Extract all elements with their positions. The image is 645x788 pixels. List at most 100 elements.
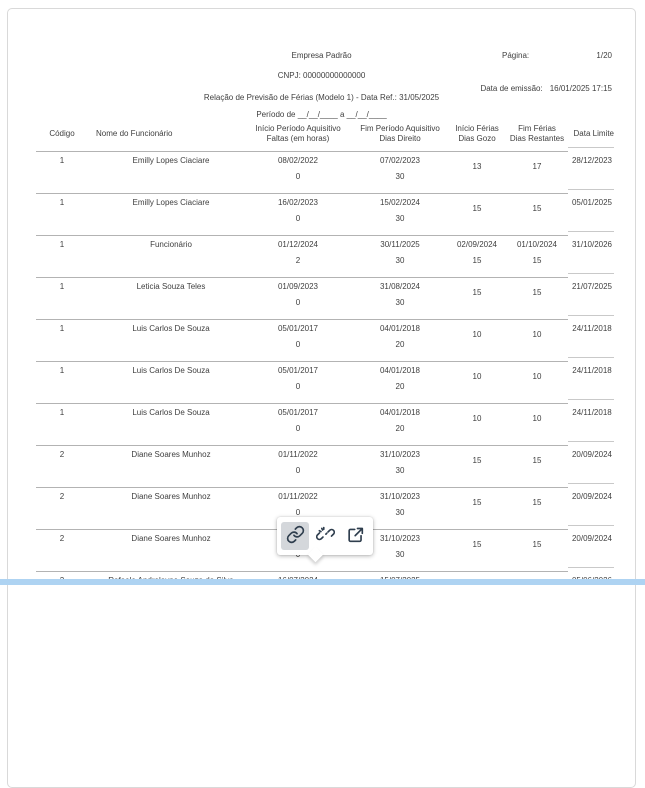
cell-fim-periodo-date: 04/01/2018 xyxy=(379,408,421,417)
cell-fim-periodo: 31/08/2024 30 xyxy=(350,282,450,319)
cell-data-limite: 21/07/2025 xyxy=(571,282,613,291)
cell-data-limite: 24/11/2018 xyxy=(572,324,612,333)
cell-fim-periodo-date: 15/02/2024 xyxy=(379,198,421,207)
cell-inicio-ferias: 15 xyxy=(450,282,504,319)
cell-inicio-periodo: 05/01/2017 0 xyxy=(246,408,350,445)
cell-dias-gozo: 10 xyxy=(472,414,482,423)
col-header-inicio-periodo-line1: Início Período Aquisitivo xyxy=(255,124,341,133)
cell-fim-ferias: 17 xyxy=(504,156,570,193)
cell-inicio-periodo: 05/01/2017 0 xyxy=(246,324,350,361)
unlink-button[interactable] xyxy=(311,522,339,550)
cell-inicio-ferias-date: 02/09/2024 xyxy=(456,240,498,249)
cell-inicio-periodo-date: 16/02/2023 xyxy=(277,198,319,207)
cell-inicio-periodo: 08/02/2022 0 xyxy=(246,156,350,193)
cell-inicio-periodo-date: 01/11/2022 xyxy=(278,450,318,459)
cell-inicio-ferias: 15 xyxy=(450,492,504,529)
cell-nome: Emilly Lopes Ciaciare xyxy=(132,198,210,207)
cell-inicio-periodo-date: 08/02/2022 xyxy=(277,156,319,165)
col-header-data-limite: Data Limite xyxy=(573,129,614,138)
cell-nome: Leticia Souza Teles xyxy=(136,282,206,291)
col-header-fim-periodo: Fim Período Aquisitivo Dias Direito xyxy=(350,124,450,144)
table-row: 1 Luis Carlos De Souza 05/01/2017 0 04/0… xyxy=(36,315,614,361)
cell-dias-gozo: 15 xyxy=(472,288,482,297)
cell-fim-periodo: 15/02/2024 30 xyxy=(350,198,450,235)
cell-faltas: 0 xyxy=(295,214,301,223)
col-header-inicio-ferias-line2: Dias Gozo xyxy=(458,134,496,143)
cell-faltas: 0 xyxy=(295,424,301,433)
cell-data-limite: 31/10/2026 xyxy=(571,240,613,249)
col-header-fim-periodo-line1: Fim Período Aquisitivo xyxy=(360,124,440,133)
cell-inicio-ferias: 15 xyxy=(450,450,504,487)
report-period: Período de __/__/____ a __/__/____ xyxy=(256,110,387,119)
cell-faltas: 2 xyxy=(295,256,301,265)
cell-inicio-periodo: 01/11/2022 0 xyxy=(246,450,350,487)
cell-fim-periodo: 04/01/2018 20 xyxy=(350,324,450,361)
cell-dias-direito: 30 xyxy=(395,550,405,559)
table-row: 1 Funcionário 01/12/2024 2 30/11/2025 30… xyxy=(36,231,614,277)
cell-dias-gozo: 10 xyxy=(472,330,482,339)
table-header-row: Código Nome do Funcionário Início Períod… xyxy=(36,123,614,151)
cell-fim-periodo: 31/10/2023 30 xyxy=(350,534,450,571)
cell-fim-periodo: 31/10/2023 30 xyxy=(350,450,450,487)
cell-codigo: 2 xyxy=(59,492,65,501)
cell-inicio-periodo: 01/09/2023 0 xyxy=(246,282,350,319)
cell-dias-gozo: 15 xyxy=(472,540,482,549)
cell-codigo: 1 xyxy=(59,156,65,165)
cell-inicio-periodo-date: 01/11/2022 xyxy=(278,492,318,501)
cell-dias-direito: 30 xyxy=(395,508,405,517)
cell-inicio-periodo-date: 01/12/2024 xyxy=(277,240,319,249)
page-label: Página: xyxy=(502,51,530,60)
cell-dias-restantes: 10 xyxy=(532,330,542,339)
col-header-inicio-ferias: Início Férias Dias Gozo xyxy=(450,124,504,144)
col-header-fim-ferias-line2: Dias Restantes xyxy=(509,134,565,143)
emission-label: Data de emissão: xyxy=(480,84,543,93)
table-row: 1 Leticia Souza Teles 01/09/2023 0 31/08… xyxy=(36,273,614,319)
col-header-fim-ferias: Fim Férias Dias Restantes xyxy=(504,124,570,144)
page-indicator: Página: 1/20 xyxy=(502,51,612,60)
col-header-fim-ferias-line1: Fim Férias xyxy=(518,124,556,133)
cell-dias-gozo: 15 xyxy=(472,456,482,465)
cell-dias-restantes: 15 xyxy=(532,288,542,297)
cell-inicio-periodo: 05/01/2017 0 xyxy=(246,366,350,403)
cell-fim-periodo-date: 31/10/2023 xyxy=(379,450,421,459)
page-number: 1/20 xyxy=(596,51,612,60)
cell-faltas: 0 xyxy=(295,172,301,181)
cell-dias-gozo: 15 xyxy=(472,498,482,507)
cell-fim-ferias: 15 xyxy=(504,450,570,487)
link-button[interactable] xyxy=(281,522,309,550)
cell-nome: Diane Soares Munhoz xyxy=(131,534,211,543)
cell-nome: Diane Soares Munhoz xyxy=(131,492,211,501)
cell-codigo: 2 xyxy=(59,450,65,459)
cell-inicio-ferias: 15 xyxy=(450,534,504,571)
cell-inicio-ferias: 10 xyxy=(450,324,504,361)
link-popup-toolbar xyxy=(277,517,373,563)
cell-codigo: 1 xyxy=(59,408,65,417)
cell-data-limite: 20/09/2024 xyxy=(571,450,613,459)
cell-fim-periodo-date: 30/11/2025 xyxy=(380,240,420,249)
table-row: 1 Luis Carlos De Souza 05/01/2017 0 04/0… xyxy=(36,399,614,445)
cell-fim-periodo-date: 31/10/2023 xyxy=(379,534,421,543)
cell-dias-restantes: 15 xyxy=(532,540,542,549)
cell-fim-periodo: 31/10/2023 30 xyxy=(350,492,450,529)
cell-fim-periodo-date: 04/01/2018 xyxy=(379,366,421,375)
open-external-button[interactable] xyxy=(341,522,369,550)
cell-dias-restantes: 15 xyxy=(532,498,542,507)
cell-inicio-periodo-date: 05/01/2017 xyxy=(277,324,319,333)
table-row: 2 Diane Soares Munhoz 01/11/2022 0 31/10… xyxy=(36,483,614,529)
cell-dias-restantes: 15 xyxy=(532,256,542,265)
cell-data-limite: 24/11/2018 xyxy=(572,366,612,375)
cell-codigo: 1 xyxy=(59,198,65,207)
cell-inicio-periodo: 01/12/2024 2 xyxy=(246,240,350,277)
cell-fim-ferias: 10 xyxy=(504,366,570,403)
report-page: Empresa Padrão CNPJ: 00000000000000 Pági… xyxy=(7,8,636,788)
cell-inicio-periodo: 16/02/2023 0 xyxy=(246,198,350,235)
cell-dias-gozo: 10 xyxy=(472,372,482,381)
cell-codigo: 1 xyxy=(59,324,65,333)
cell-dias-gozo: 15 xyxy=(472,204,482,213)
cell-inicio-ferias: 02/09/2024 15 xyxy=(450,240,504,277)
cell-inicio-ferias: 10 xyxy=(450,366,504,403)
table-row: 2 Diane Soares Munhoz 01/11/2022 0 31/10… xyxy=(36,441,614,487)
company-name: Empresa Padrão xyxy=(291,51,352,60)
cell-dias-restantes: 17 xyxy=(532,162,542,171)
cell-nome: Emilly Lopes Ciaciare xyxy=(132,156,210,165)
